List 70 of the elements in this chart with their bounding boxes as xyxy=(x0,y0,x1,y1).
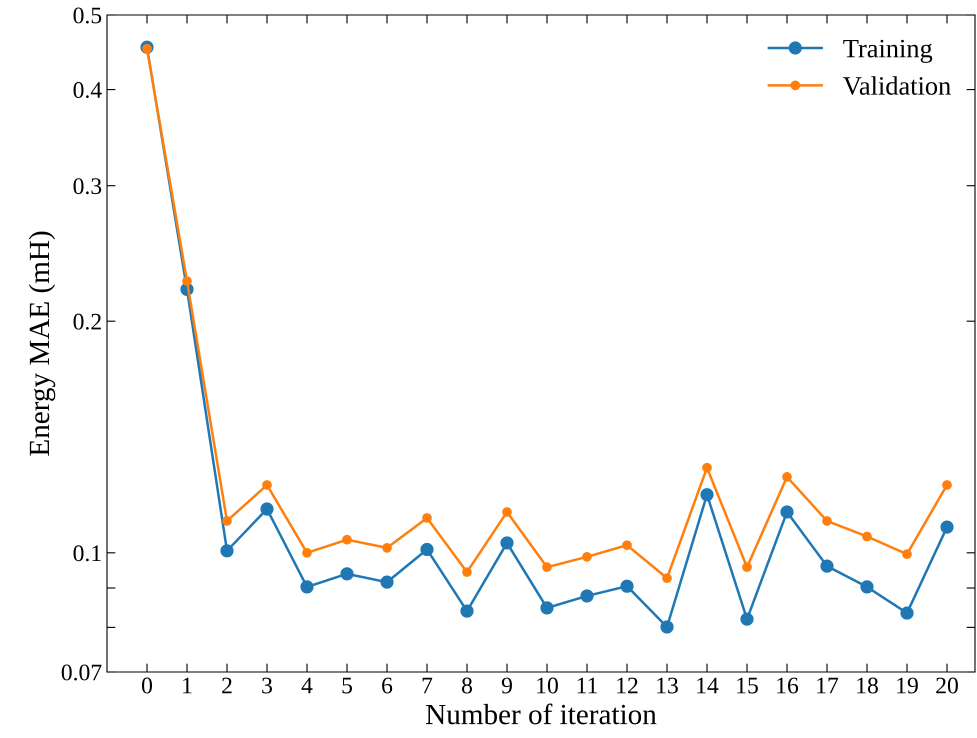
y-tick-label: 0.1 xyxy=(74,545,101,562)
legend-label: Training xyxy=(843,40,932,63)
x-tick-label: 13 xyxy=(657,678,678,694)
point xyxy=(540,601,554,615)
point xyxy=(620,580,634,593)
point xyxy=(780,505,794,519)
x-tick-label: 16 xyxy=(777,678,798,694)
point xyxy=(220,544,234,558)
point xyxy=(340,567,354,580)
x-tick-label: 10 xyxy=(537,678,558,694)
y-tick-label: 0.3 xyxy=(74,178,102,194)
point xyxy=(580,589,594,603)
x-tick-label: 19 xyxy=(897,678,918,694)
x-tick-label: 12 xyxy=(617,678,638,694)
y-tick-label: 0.5 xyxy=(74,7,102,24)
point xyxy=(382,542,392,553)
x-tick-label: 11 xyxy=(578,678,597,694)
x-tick-label: 5 xyxy=(342,678,352,694)
point xyxy=(582,552,592,562)
point xyxy=(860,580,874,594)
point xyxy=(542,562,552,572)
point xyxy=(500,536,514,550)
x-tick-label: 7 xyxy=(422,678,432,694)
x-tick-label: 17 xyxy=(817,678,838,694)
point xyxy=(942,480,952,490)
x-tick-label: 20 xyxy=(936,678,958,694)
point xyxy=(460,604,474,618)
x-tick-label: 6 xyxy=(382,678,392,694)
point xyxy=(502,507,512,517)
point xyxy=(182,276,192,286)
x-tick-label: 15 xyxy=(737,678,758,694)
point xyxy=(782,472,792,482)
point xyxy=(822,516,832,526)
point xyxy=(700,488,714,502)
x-tick-label: 14 xyxy=(697,678,718,694)
point xyxy=(462,567,472,577)
point xyxy=(902,549,912,560)
point xyxy=(260,502,274,516)
y-axis-title: Energy MAE (mH) xyxy=(28,232,56,456)
legend-label: Validation xyxy=(843,76,951,95)
x-axis-title: Number of iteration xyxy=(426,704,656,724)
point xyxy=(900,606,914,620)
x-tick-label: 8 xyxy=(462,678,472,694)
point xyxy=(302,548,312,558)
point xyxy=(660,620,674,634)
point xyxy=(300,580,314,594)
x-tick-label: 18 xyxy=(857,678,878,694)
point xyxy=(702,462,712,473)
point xyxy=(940,520,954,534)
point xyxy=(422,513,432,523)
x-tick-label: 4 xyxy=(302,678,313,694)
y-tick-label: 0.4 xyxy=(74,82,102,98)
point xyxy=(222,516,232,526)
point xyxy=(662,573,672,584)
point xyxy=(862,532,872,542)
point xyxy=(740,612,754,626)
x-tick-label: 1 xyxy=(183,678,192,694)
x-tick-label: 2 xyxy=(222,678,232,694)
point xyxy=(380,576,394,589)
x-tick-label: 0 xyxy=(142,678,152,694)
y-tick-label: 0.07 xyxy=(62,664,102,681)
point xyxy=(342,534,352,545)
x-tick-label: 9 xyxy=(502,678,512,694)
point xyxy=(262,480,272,490)
point xyxy=(622,540,632,550)
y-tick-label: 0.2 xyxy=(74,314,101,330)
point xyxy=(820,560,834,573)
x-tick-label: 3 xyxy=(262,678,272,694)
point xyxy=(742,562,752,572)
point xyxy=(420,542,434,556)
